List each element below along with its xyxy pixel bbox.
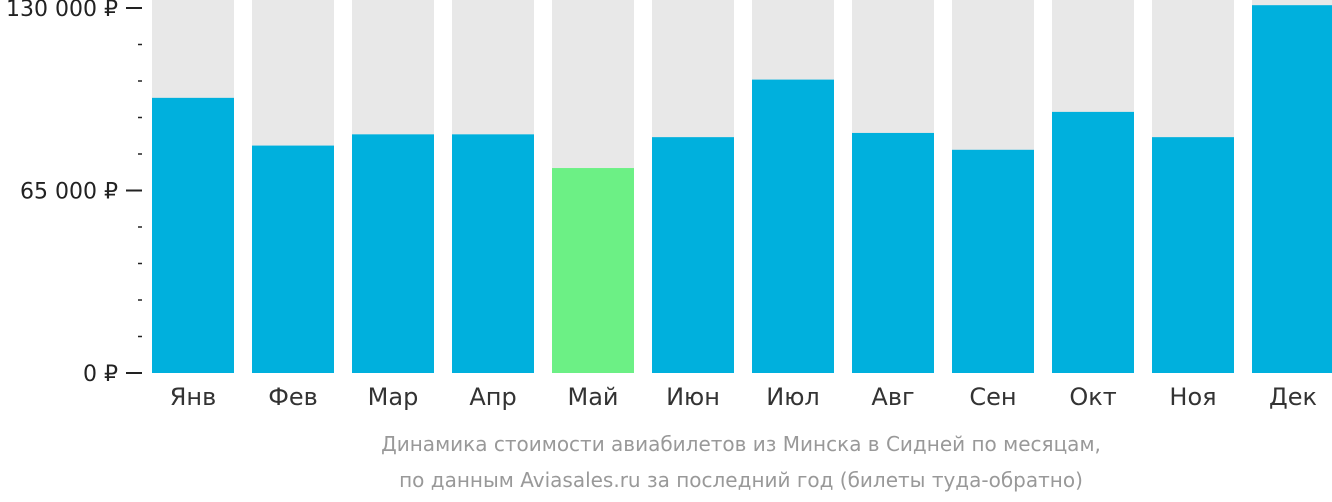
caption-line-1: Динамика стоимости авиабилетов из Минска… <box>381 432 1101 456</box>
bar-7 <box>752 79 834 373</box>
x-tick-label: Май <box>567 383 618 411</box>
x-axis-labels: Янв Фев Мар Апр Май Июн Июл Авг Сен Окт Ноя Дек <box>170 383 1317 411</box>
bar-3 <box>352 134 434 373</box>
x-tick-label: Фев <box>268 383 318 411</box>
x-tick-label: Апр <box>469 383 516 411</box>
bar-9 <box>952 149 1034 373</box>
bar-12 <box>1252 5 1332 373</box>
x-tick-label: Янв <box>170 383 217 411</box>
bar-10 <box>1052 111 1134 373</box>
x-tick-label: Сен <box>969 383 1016 411</box>
bar-2 <box>252 145 334 373</box>
y-tick-label: 130 000 ₽ <box>6 0 118 22</box>
x-tick-label: Окт <box>1069 383 1116 411</box>
y-tick-label: 65 000 ₽ <box>20 180 118 205</box>
bar-8 <box>852 132 934 373</box>
x-tick-label: Июн <box>666 383 720 411</box>
y-tick-label: 0 ₽ <box>83 362 118 387</box>
bar-4 <box>452 134 534 373</box>
bars <box>152 5 1332 373</box>
x-tick-label: Авг <box>871 383 914 411</box>
bar-11 <box>1152 137 1234 373</box>
y-axis: 0 ₽ 65 000 ₽ 130 000 ₽ <box>6 0 142 387</box>
x-tick-label: Июл <box>766 383 820 411</box>
bar-5 <box>552 168 634 373</box>
bar-6 <box>652 137 734 373</box>
x-tick-label: Мар <box>368 383 419 411</box>
x-tick-label: Ноя <box>1169 383 1216 411</box>
bar-1 <box>152 97 234 373</box>
caption-line-2: по данным Aviasales.ru за последний год … <box>399 468 1083 492</box>
x-tick-label: Дек <box>1269 383 1317 411</box>
